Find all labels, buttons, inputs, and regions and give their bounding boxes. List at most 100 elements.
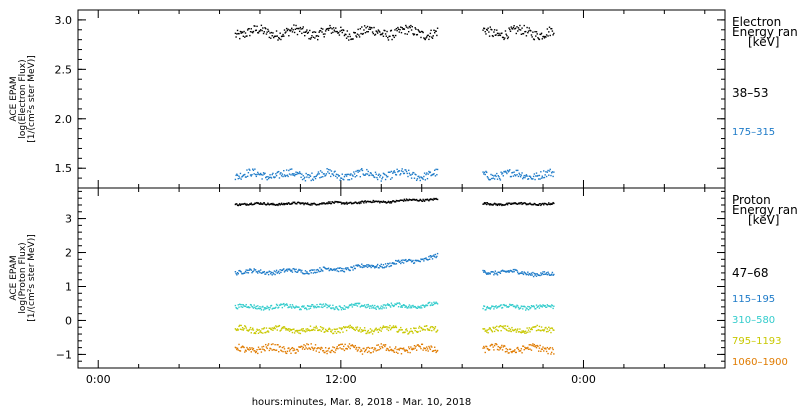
data-point xyxy=(532,305,535,307)
data-point xyxy=(549,34,551,37)
data-point xyxy=(241,327,244,329)
data-point xyxy=(332,350,335,353)
data-point xyxy=(295,171,297,173)
data-point xyxy=(291,31,294,33)
data-point xyxy=(406,260,408,262)
data-point xyxy=(426,172,428,174)
data-point xyxy=(513,329,515,332)
data-point xyxy=(415,199,417,201)
data-point xyxy=(392,200,394,202)
electron-series-0 xyxy=(234,24,555,41)
data-point xyxy=(522,202,525,205)
data-point xyxy=(546,171,549,173)
data-point xyxy=(247,28,250,30)
data-point xyxy=(327,268,329,270)
data-point xyxy=(538,274,541,277)
data-point xyxy=(285,304,287,306)
data-point xyxy=(379,307,382,309)
data-point xyxy=(511,203,514,205)
data-point xyxy=(518,172,520,175)
data-point xyxy=(307,343,310,346)
data-point xyxy=(379,31,381,33)
data-point xyxy=(363,200,366,202)
data-point xyxy=(244,36,246,38)
data-point xyxy=(365,306,367,309)
data-point xyxy=(528,327,530,329)
data-point xyxy=(514,28,516,30)
data-point xyxy=(307,203,310,206)
data-point xyxy=(327,330,329,333)
data-point xyxy=(327,350,329,352)
data-point xyxy=(423,328,425,331)
proton-legend-entry: 795–1193 xyxy=(732,336,782,347)
data-point xyxy=(550,172,553,174)
data-point xyxy=(522,331,524,334)
data-point xyxy=(313,347,315,350)
data-point xyxy=(312,305,315,308)
data-point xyxy=(413,262,415,265)
data-point xyxy=(235,203,237,205)
data-point xyxy=(400,306,402,308)
data-point xyxy=(257,272,259,274)
data-point xyxy=(338,34,341,36)
data-point xyxy=(504,170,507,172)
data-point xyxy=(393,262,395,265)
data-point xyxy=(301,328,303,330)
data-point xyxy=(383,307,385,309)
data-point xyxy=(305,30,307,33)
data-point xyxy=(320,176,323,178)
data-point xyxy=(428,258,431,260)
data-point xyxy=(395,326,398,329)
data-point xyxy=(371,329,373,331)
data-point xyxy=(433,327,436,330)
data-point xyxy=(550,331,552,334)
data-point xyxy=(366,304,368,306)
data-point xyxy=(509,303,511,306)
data-point xyxy=(402,304,404,307)
data-point xyxy=(349,304,351,306)
data-point xyxy=(352,202,354,205)
data-point xyxy=(265,327,268,329)
data-point xyxy=(248,349,250,351)
data-point xyxy=(285,269,287,272)
data-point xyxy=(373,265,375,268)
data-point xyxy=(298,329,301,332)
data-point xyxy=(408,304,411,306)
data-point xyxy=(368,350,370,352)
data-point xyxy=(357,302,359,304)
data-point xyxy=(314,203,316,205)
data-point xyxy=(261,306,263,308)
proton-series-1 xyxy=(234,252,555,278)
data-point xyxy=(516,269,518,272)
data-point xyxy=(369,352,372,354)
data-point xyxy=(486,272,489,274)
data-point xyxy=(369,174,371,176)
data-point xyxy=(236,328,239,330)
data-point xyxy=(513,270,515,273)
data-point xyxy=(390,29,393,32)
data-point xyxy=(291,27,293,30)
data-point xyxy=(506,270,509,273)
data-point xyxy=(278,270,280,273)
data-point xyxy=(272,348,275,351)
data-point xyxy=(361,33,364,35)
data-point xyxy=(286,174,289,176)
data-point xyxy=(435,30,437,32)
data-point xyxy=(428,38,430,41)
data-point xyxy=(267,203,270,205)
data-point xyxy=(394,347,396,350)
data-point xyxy=(394,201,396,203)
data-point xyxy=(330,32,333,34)
data-point xyxy=(485,202,487,204)
data-point xyxy=(498,203,500,205)
data-point xyxy=(348,202,351,204)
data-point xyxy=(493,203,495,205)
data-point xyxy=(418,345,421,347)
data-point xyxy=(538,347,541,349)
data-point xyxy=(486,202,489,204)
data-point xyxy=(380,263,382,266)
data-point xyxy=(389,324,391,327)
data-point xyxy=(340,343,342,346)
data-point xyxy=(526,26,528,29)
data-point xyxy=(304,180,307,182)
